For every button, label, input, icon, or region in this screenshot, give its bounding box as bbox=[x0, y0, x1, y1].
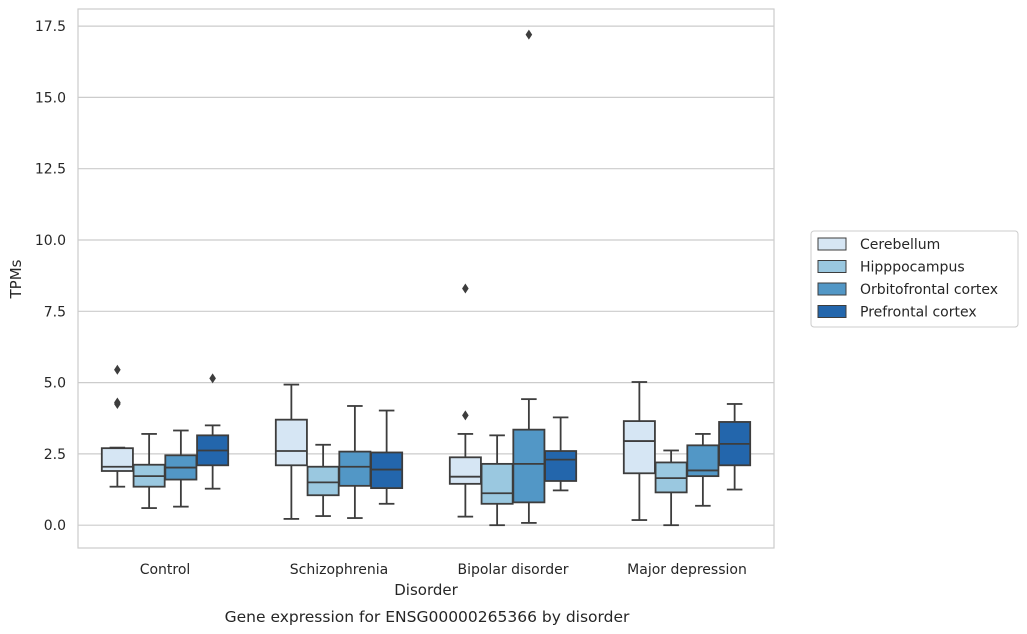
box-cerebellum-2 bbox=[448, 283, 482, 518]
legend-swatch bbox=[817, 305, 847, 318]
legend-swatch bbox=[817, 282, 847, 296]
legend-frame bbox=[810, 230, 1019, 328]
legend-swatch bbox=[817, 237, 847, 251]
box-hipppocampus-0 bbox=[132, 433, 166, 509]
y-tick-label: 17.5 bbox=[35, 19, 66, 35]
box-body bbox=[512, 428, 546, 504]
y-tick-label: 12.5 bbox=[35, 162, 66, 178]
boxes bbox=[100, 29, 752, 527]
y-axis-title: TPMs bbox=[7, 259, 25, 299]
box-body bbox=[480, 462, 514, 505]
y-tick-label: 5.0 bbox=[44, 376, 66, 392]
box-body bbox=[622, 420, 656, 475]
box-prefrontal-cortex-2 bbox=[544, 416, 578, 492]
outlier-point bbox=[525, 29, 533, 40]
box-hipppocampus-1 bbox=[306, 443, 340, 517]
box-orbitofrontal-cortex-1 bbox=[338, 405, 372, 519]
grid-lines bbox=[78, 25, 774, 526]
legend-swatch bbox=[817, 260, 847, 273]
box-cerebellum-3 bbox=[622, 381, 656, 521]
box-cerebellum-0 bbox=[100, 364, 134, 488]
chart-caption: Gene expression for ENSG00000265366 by d… bbox=[225, 608, 630, 626]
box-prefrontal-cortex-0 bbox=[196, 373, 230, 490]
legend-label: Prefrontal cortex bbox=[860, 305, 977, 321]
outlier-point bbox=[114, 364, 121, 375]
box-hipppocampus-3 bbox=[654, 449, 688, 527]
box-body bbox=[274, 418, 308, 467]
y-tick-label: 15.0 bbox=[35, 90, 66, 106]
legend: Cerebellum Hipppocampus Orbitofrontal cort… bbox=[810, 230, 1019, 328]
plot-frame bbox=[77, 8, 775, 549]
box-body bbox=[338, 450, 372, 487]
box-body bbox=[100, 447, 134, 472]
box-body bbox=[306, 465, 340, 497]
box-prefrontal-cortex-1 bbox=[370, 409, 404, 505]
y-tick-label: 2.5 bbox=[44, 447, 66, 463]
legend-label: Orbitofrontal cortex bbox=[860, 282, 998, 298]
y-tick-labels: 0.0 2.5 5.0 7.5 10.0 12.5 15.0 17.5 bbox=[35, 19, 66, 534]
x-axis-title: Disorder bbox=[394, 581, 458, 599]
box-orbitofrontal-cortex-0 bbox=[164, 429, 198, 508]
outlier-point bbox=[462, 283, 469, 294]
outlier-point bbox=[114, 398, 121, 409]
x-tick-label: Schizophrenia bbox=[290, 562, 388, 578]
box-orbitofrontal-cortex-3 bbox=[686, 433, 720, 507]
y-tick-label: 7.5 bbox=[44, 304, 66, 320]
box-prefrontal-cortex-3 bbox=[718, 403, 752, 491]
y-tick-label: 10.0 bbox=[35, 233, 66, 249]
outlier-point bbox=[209, 373, 216, 384]
box-body bbox=[686, 444, 720, 478]
box-body bbox=[544, 450, 578, 482]
x-tick-labels: Control Schizophrenia Bipolar disorder Majo… bbox=[140, 562, 747, 578]
x-tick-label: Bipolar disorder bbox=[457, 562, 568, 578]
legend-label: Hipppocampus bbox=[860, 260, 965, 276]
x-tick-label: Major depression bbox=[627, 562, 747, 578]
box-orbitofrontal-cortex-2 bbox=[512, 29, 546, 524]
outlier-point bbox=[462, 410, 469, 421]
box-cerebellum-1 bbox=[274, 383, 308, 520]
box-hipppocampus-2 bbox=[480, 434, 514, 527]
x-tick-label: Control bbox=[140, 562, 191, 578]
box-body bbox=[448, 456, 482, 485]
legend-label: Cerebellum bbox=[860, 237, 940, 253]
y-tick-label: 0.0 bbox=[44, 518, 66, 534]
